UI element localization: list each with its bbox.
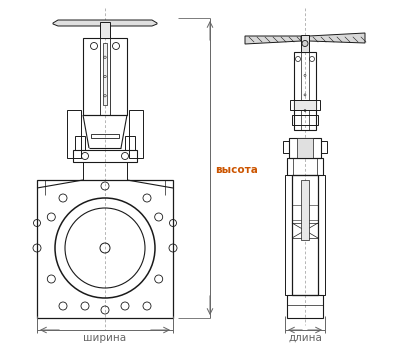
Bar: [294, 52, 316, 130]
Bar: [75, 136, 85, 150]
Bar: [73, 150, 137, 162]
Bar: [297, 138, 313, 158]
Bar: [321, 141, 327, 153]
Bar: [103, 43, 107, 105]
Text: длина: длина: [288, 333, 322, 343]
Bar: [318, 175, 325, 295]
Bar: [285, 175, 292, 295]
Circle shape: [302, 40, 308, 46]
Bar: [125, 136, 135, 150]
Bar: [91, 134, 119, 138]
Polygon shape: [245, 36, 301, 44]
Bar: [287, 158, 323, 175]
Bar: [283, 141, 289, 153]
Bar: [292, 175, 318, 295]
Bar: [287, 295, 323, 318]
Bar: [301, 180, 309, 240]
Bar: [83, 38, 127, 115]
Bar: [301, 35, 309, 52]
Bar: [292, 115, 318, 125]
Bar: [129, 110, 143, 158]
Polygon shape: [53, 20, 157, 26]
Text: высота: высота: [215, 165, 258, 175]
Bar: [67, 110, 81, 158]
Bar: [37, 180, 173, 318]
Polygon shape: [309, 33, 365, 43]
Bar: [290, 100, 320, 110]
Text: ширина: ширина: [84, 333, 126, 343]
Bar: [100, 22, 110, 38]
Bar: [294, 100, 316, 110]
Bar: [289, 138, 321, 158]
